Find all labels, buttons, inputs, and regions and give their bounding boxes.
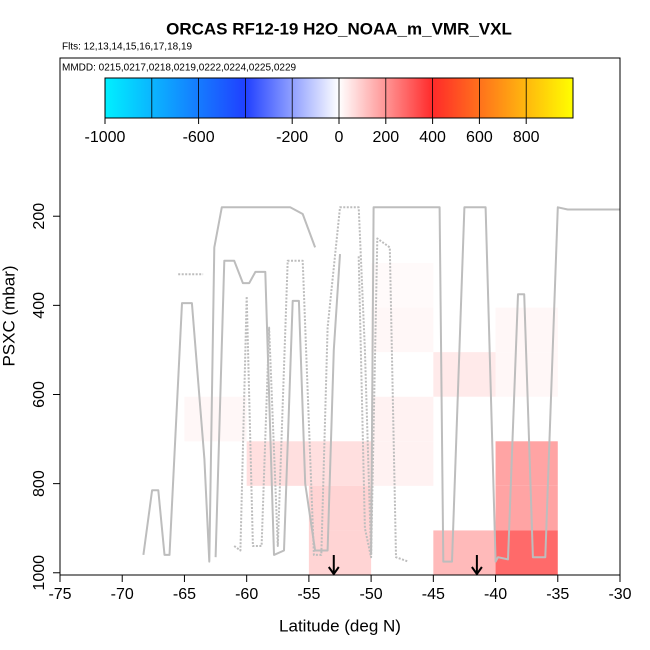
y-axis-label: PSXC (mbar): [0, 265, 18, 366]
colorbar-tick-label: -200: [276, 129, 308, 146]
x-tick-label: -65: [173, 586, 196, 603]
arrow-head: [327, 566, 340, 576]
y-tick-label: 600: [31, 381, 48, 408]
flight-track: [357, 237, 409, 563]
colorbar-tick-label: 0: [335, 129, 344, 146]
colorbar-tick-label: 600: [466, 129, 493, 146]
colorbar-tick-label: -1000: [85, 129, 126, 146]
heat-cell: [371, 263, 434, 308]
y-tick-label: 200: [31, 203, 48, 230]
colorbar-tick-label: -600: [183, 129, 215, 146]
heat-cell: [371, 396, 434, 442]
x-tick-label: -75: [48, 586, 71, 603]
heat-cell: [308, 485, 372, 531]
x-tick-label: -50: [360, 586, 383, 603]
x-tick-label: -35: [546, 586, 569, 603]
x-tick-label: -60: [235, 586, 258, 603]
heat-cell: [246, 441, 309, 486]
y-tick-label: 1000: [31, 555, 48, 591]
colorbar-tick-label: 200: [372, 129, 399, 146]
flight-track: [142, 206, 317, 563]
heat-cell: [308, 530, 372, 575]
flight-track: [233, 206, 373, 556]
y-tick-label: 800: [31, 470, 48, 497]
x-tick-label: -55: [297, 586, 320, 603]
colorbar-tick-label: 800: [513, 129, 540, 146]
x-axis-label: Latitude (deg N): [279, 616, 401, 635]
flight-track: [370, 206, 620, 563]
arrow-head: [471, 566, 483, 576]
heat-cell: [371, 441, 434, 486]
x-tick-label: -30: [608, 586, 631, 603]
x-tick-label: -70: [111, 586, 134, 603]
plot-frame: [59, 57, 621, 576]
arrow: [327, 555, 340, 576]
heat-cell: [371, 307, 434, 353]
heat-cell: [184, 396, 247, 442]
heat-cell: [308, 441, 372, 486]
x-tick-label: -40: [484, 586, 507, 603]
flight-track: [214, 254, 341, 558]
heat-cell: [433, 352, 496, 397]
heat-cell: [495, 530, 558, 575]
arrow: [471, 555, 483, 576]
x-tick-label: -45: [422, 586, 445, 603]
subtitle: Flts: 12,13,14,15,16,17,18,19: [62, 42, 193, 53]
colorbar-tick-label: 400: [419, 129, 446, 146]
y-tick-label: 400: [31, 292, 48, 319]
annotation: MMDD: 0215,0217,0218,0219,0222,0224,0225…: [62, 63, 297, 74]
chart-title: ORCAS RF12-19 H2O_NOAA_m_VMR_VXL: [166, 19, 512, 38]
